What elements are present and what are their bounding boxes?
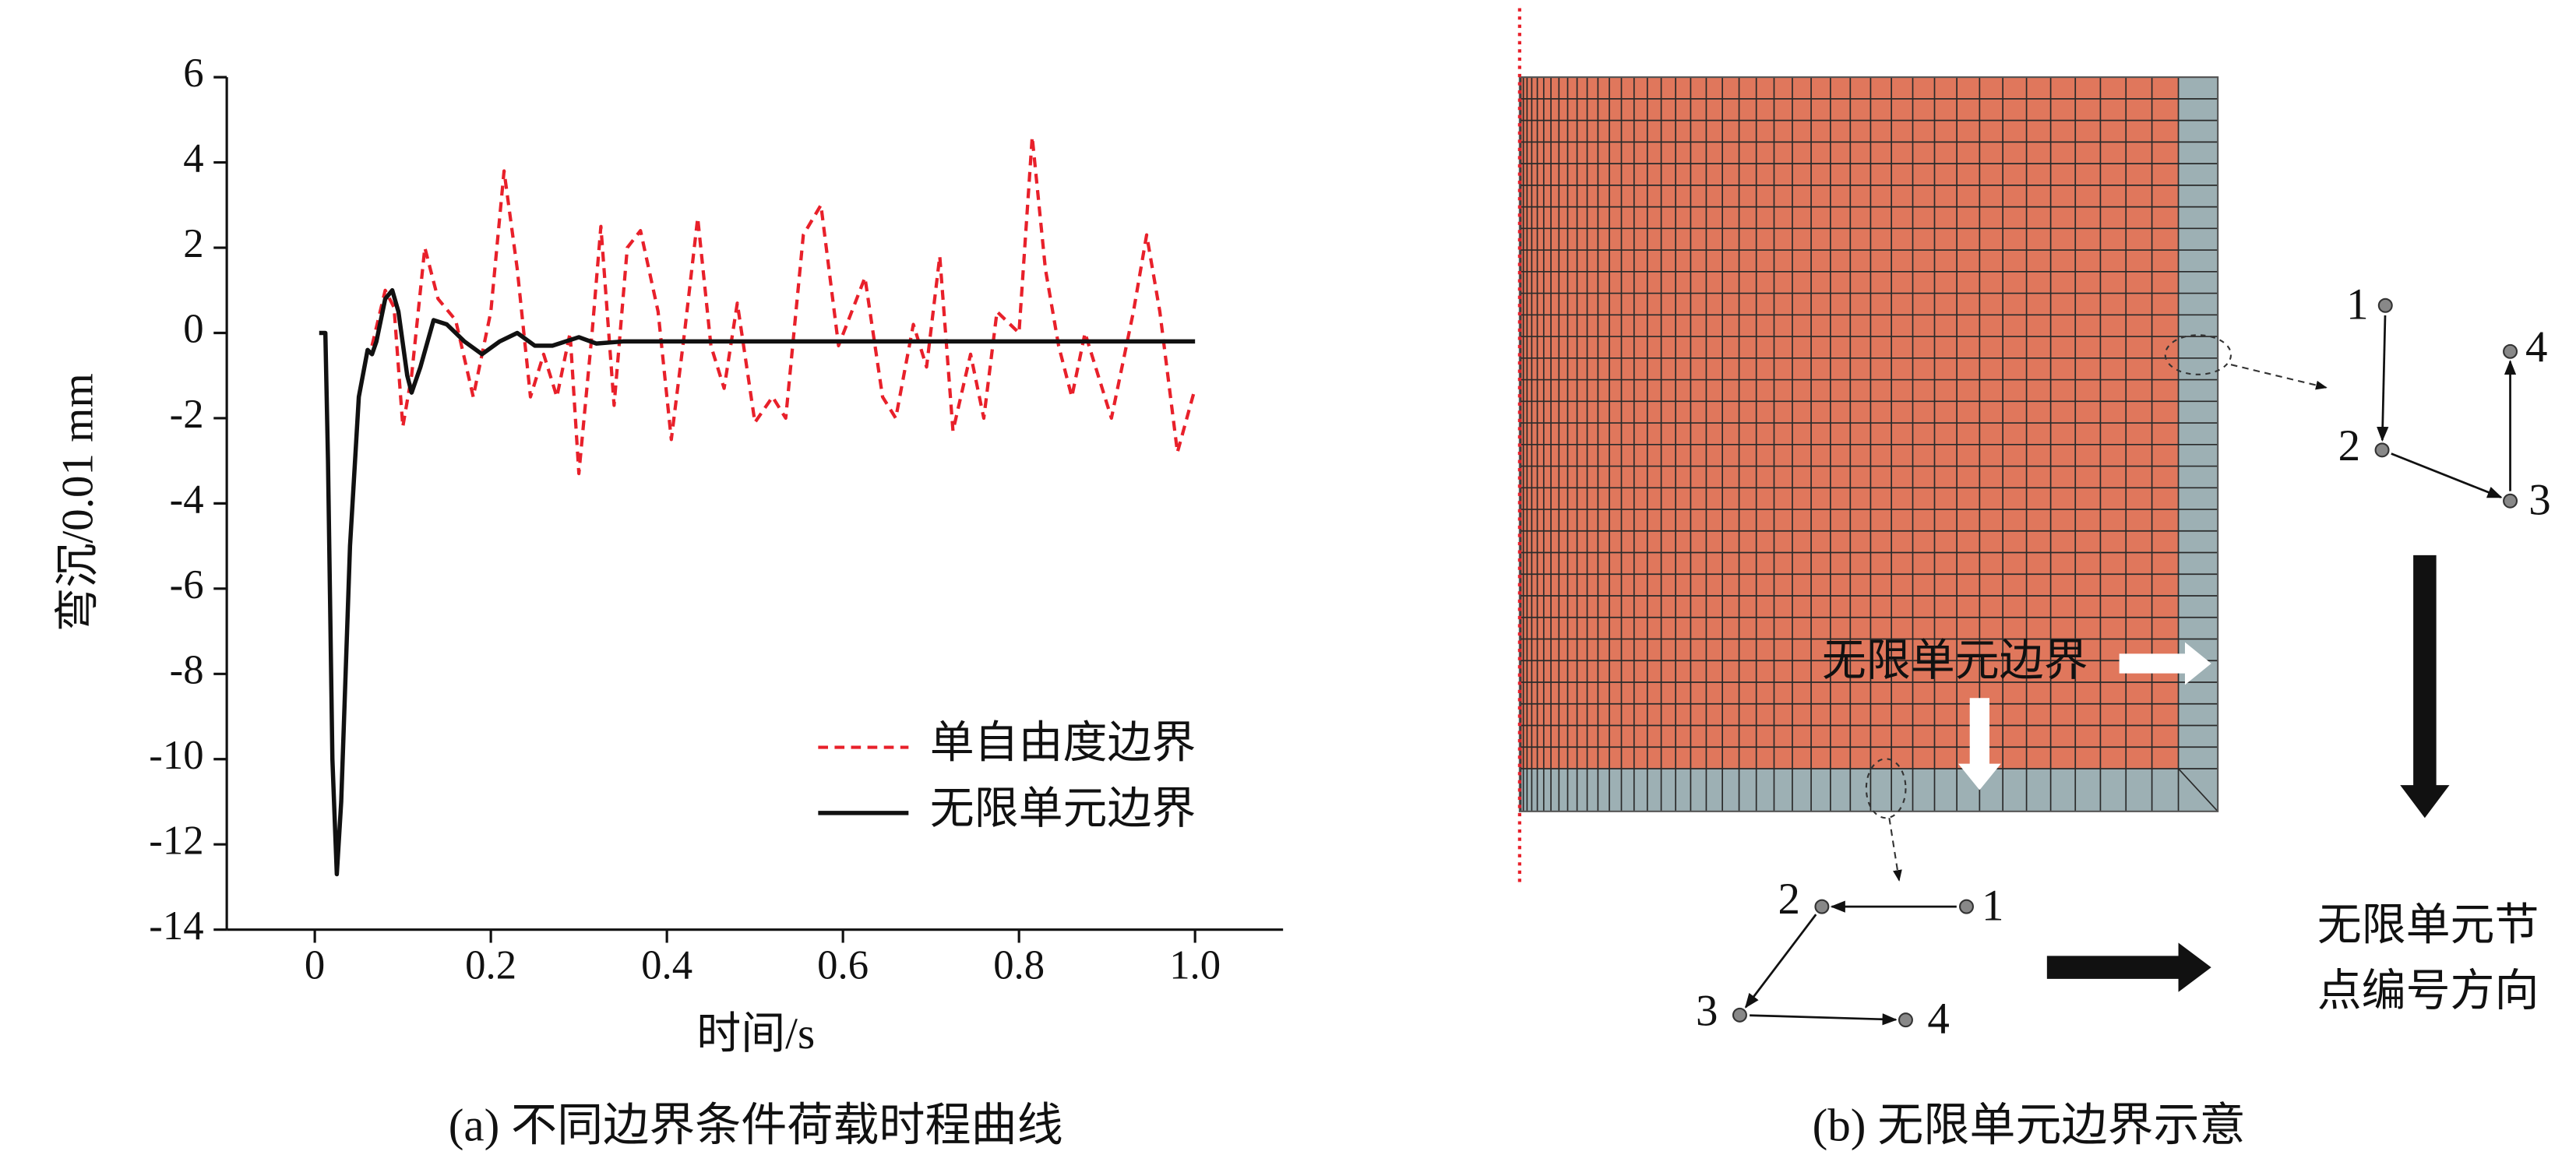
node <box>1959 899 1974 914</box>
x-axis-label: 时间/s <box>696 1009 815 1058</box>
y-tick-label: -12 <box>149 818 203 863</box>
diagram-caption: (b) 无限单元边界示意 <box>1813 1099 2246 1150</box>
mesh <box>1518 76 2219 812</box>
node-label: 1 <box>1982 881 2003 930</box>
x-tick-label: 0 <box>305 942 325 988</box>
white-arrow <box>1958 698 2001 790</box>
note: 无限单元节 <box>2317 901 2539 950</box>
y-tick-label: -8 <box>170 647 204 692</box>
y-tick-label: -6 <box>170 562 204 607</box>
callout <box>1865 758 1907 819</box>
x-tick-label: 1.0 <box>1169 942 1221 988</box>
y-tick-label: 4 <box>183 136 203 181</box>
node <box>1732 1007 1747 1023</box>
callout <box>2164 334 2232 375</box>
y-tick-label: -14 <box>149 903 203 949</box>
mesh-line <box>2177 768 2218 812</box>
x-tick-label: 0.8 <box>993 942 1045 988</box>
node <box>2377 298 2393 313</box>
node-arrow <box>2391 452 2503 498</box>
node <box>2503 493 2518 509</box>
y-tick-label: 2 <box>183 221 203 266</box>
node <box>1814 899 1830 914</box>
direction-arrow <box>2400 555 2450 819</box>
callout-arrow <box>2230 364 2328 390</box>
callout-arrow <box>1888 818 1902 882</box>
node-arrow <box>1744 914 1817 1009</box>
x-tick-label: 0.2 <box>465 942 516 988</box>
series-line <box>370 135 1197 476</box>
node-label: 1 <box>2346 280 2368 329</box>
node <box>2374 442 2390 458</box>
y-tick-label: -4 <box>170 477 204 522</box>
y-tick-label: -2 <box>170 392 204 437</box>
node-arrow <box>2377 315 2389 442</box>
node-arrow <box>1750 1013 1898 1026</box>
chart-caption: (a) 不同边界条件荷载时程曲线 <box>449 1099 1063 1150</box>
direction-arrow <box>2046 942 2211 992</box>
node-label: 3 <box>2528 476 2550 525</box>
node <box>2503 343 2518 359</box>
node <box>1898 1012 1913 1028</box>
x-tick-label: 0.4 <box>641 942 692 988</box>
x-tick-label: 0.6 <box>817 942 869 988</box>
node-label: 3 <box>1696 986 1718 1035</box>
y-axis-label: 弯沉/0.01 mm <box>54 373 103 632</box>
node-label: 2 <box>2338 421 2360 470</box>
node-label: 2 <box>1778 875 1799 924</box>
y-tick-label: 0 <box>183 307 203 352</box>
node-label: 4 <box>1927 995 1949 1044</box>
series-line <box>319 288 1196 877</box>
y-tick-label: -10 <box>149 733 203 778</box>
boundary-label: 无限单元边界 <box>1822 636 2088 685</box>
note: 点编号方向 <box>2317 967 2539 1016</box>
legend-label: 无限单元边界 <box>930 784 1196 833</box>
legend-label: 单自由度边界 <box>930 719 1196 768</box>
y-tick-label: 6 <box>183 51 203 96</box>
node-label: 4 <box>2525 322 2547 371</box>
white-arrow <box>2119 642 2211 685</box>
